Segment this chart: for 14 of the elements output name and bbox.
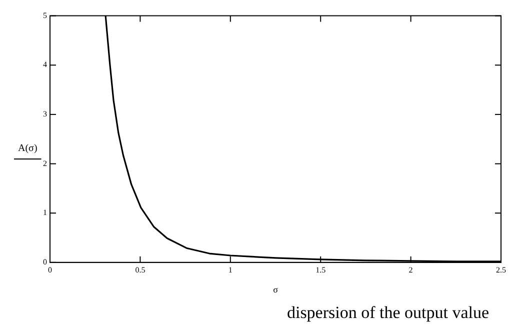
x-tick-label: 2 (408, 265, 413, 274)
y-tick-label: 1 (43, 208, 47, 218)
x-axis-title: σ (273, 284, 278, 294)
y-tick-label: 4 (43, 60, 47, 70)
y-tick-label: 2 (43, 158, 47, 168)
text: dispersion of the output value (286, 303, 490, 322)
x-tick-label: 2.5 (496, 265, 506, 274)
y-axis-title: A(σ) (18, 143, 38, 154)
x-tick-label: 0.5 (135, 265, 146, 274)
y-tick-label: 3 (43, 110, 47, 119)
y-tick-label: 0 (43, 257, 47, 266)
x-tick-label: 1.5 (316, 265, 326, 274)
y-tick-label: 5 (43, 10, 47, 20)
x-tick-label: 1 (228, 265, 232, 274)
